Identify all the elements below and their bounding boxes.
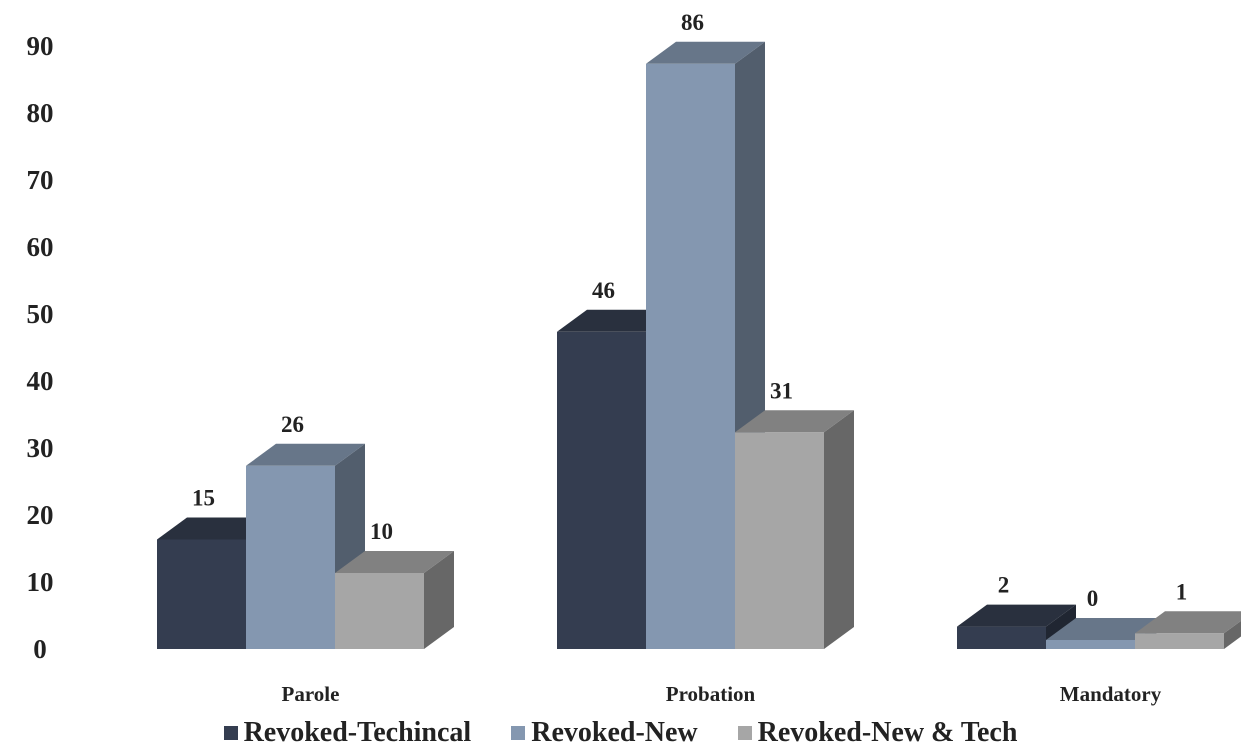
legend-label-revoked-new: Revoked-New [531,717,698,748]
x-tick-label-parole: Parole [282,682,340,706]
bar-side-mandatory-revoked-new-tech [1224,620,1241,649]
data-label-probation-revoked-new: 86 [681,10,704,35]
y-tick-label-20: 20 [27,500,54,530]
bar-top-parole-revoked-new-tech [335,551,454,573]
data-label-probation-revoked-new-tech: 31 [770,378,793,403]
bar-front-probation-revoked-techincal [557,331,646,649]
bar-top-parole-revoked-new [246,443,365,466]
legend-item-revoked-new: Revoked-New [511,717,698,749]
bar-front-parole-revoked-new [246,465,335,649]
bar-front-mandatory-revoked-new-tech [1135,633,1224,649]
bar-probation-revoked-new [646,41,765,650]
bar-probation-revoked-new-tech [735,410,854,649]
y-tick-label-50: 50 [27,299,54,329]
legend-item-revoked-new-tech: Revoked-New & Tech [737,717,1018,749]
legend-swatch-revoked-new-tech [737,726,752,740]
data-label-mandatory-revoked-techincal: 2 [998,573,1010,598]
bar-top-mandatory-revoked-techincal [957,604,1076,627]
legend-label-revoked-technical: Revoked-Techincal [243,717,472,748]
y-tick-label-80: 80 [27,98,54,128]
bar-front-parole-revoked-new-tech [335,573,424,649]
legend-label-revoked-new-tech: Revoked-New & Tech [757,717,1018,748]
data-label-parole-revoked-new-tech: 10 [370,519,393,544]
y-tick-label-30: 30 [27,433,54,463]
bar-top-probation-revoked-new-tech [735,410,854,433]
x-tick-label-mandatory: Mandatory [1060,682,1162,706]
chart-legend: Revoked-Techincal Revoked-New Revoked-Ne… [0,716,1241,750]
bar-side-probation-revoked-new-tech [824,410,854,649]
bar-top-probation-revoked-new [646,41,765,64]
bar-front-mandatory-revoked-new [1046,640,1135,649]
data-label-mandatory-revoked-new: 0 [1087,586,1099,611]
y-tick-label-70: 70 [27,165,54,195]
bar-mandatory-revoked-techincal [957,604,1076,649]
y-tick-label-0: 0 [33,634,47,664]
legend-item-revoked-technical: Revoked-Techincal [223,717,472,749]
data-label-mandatory-revoked-new-tech: 1 [1176,579,1188,604]
bar-parole-revoked-new [246,443,365,649]
bar-front-probation-revoked-new [646,63,735,650]
bar-side-parole-revoked-new-tech [424,551,454,649]
bar-front-parole-revoked-techincal [157,539,246,649]
y-tick-label-60: 60 [27,232,54,262]
bar-top-mandatory-revoked-new-tech [1135,611,1241,634]
legend-swatch-revoked-new [511,726,526,740]
bar-front-mandatory-revoked-techincal [957,626,1046,649]
legend-swatch-revoked-technical [223,726,238,740]
data-label-parole-revoked-techincal: 15 [192,486,215,511]
y-tick-label-10: 10 [27,567,54,597]
data-label-probation-revoked-techincal: 46 [592,278,615,303]
y-tick-label-40: 40 [27,366,54,396]
y-tick-label-90: 90 [27,31,54,61]
x-tick-label-probation: Probation [666,682,756,706]
bar-parole-revoked-new-tech [335,551,454,649]
bar-mandatory-revoked-new-tech [1135,611,1241,649]
data-label-parole-revoked-new: 26 [281,412,304,437]
bar-front-probation-revoked-new-tech [735,432,824,649]
